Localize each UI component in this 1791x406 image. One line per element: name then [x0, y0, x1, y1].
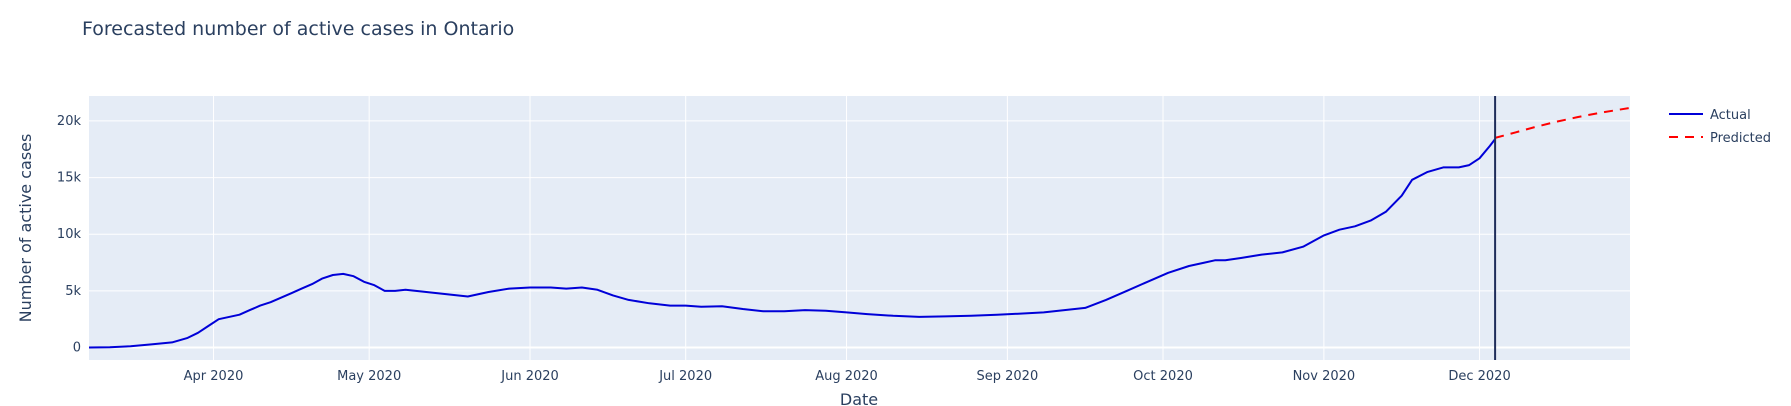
x-tick-label: Oct 2020: [1133, 369, 1193, 384]
y-tick-label: 15k: [57, 171, 82, 186]
y-tick-label: 0: [73, 341, 81, 356]
series-lines: [88, 106, 1631, 349]
x-tick-label: Jul 2020: [658, 369, 712, 384]
x-tick-label: Jun 2020: [500, 369, 559, 384]
series-line-actual: [88, 138, 1496, 349]
x-tick-label: Dec 2020: [1448, 369, 1510, 384]
y-tick-label: 5k: [65, 284, 81, 299]
x-tick-label: Aug 2020: [815, 369, 878, 384]
x-tick-label: Sep 2020: [977, 369, 1039, 384]
legend-item-predicted[interactable]: Predicted: [1669, 131, 1771, 146]
chart-title: Forecasted number of active cases in Ont…: [82, 18, 514, 40]
x-tick-label: Apr 2020: [184, 369, 244, 384]
x-tick-label: Nov 2020: [1293, 369, 1356, 384]
legend-label: Predicted: [1710, 131, 1771, 146]
x-axis-title: Date: [840, 390, 878, 406]
x-tick-label: May 2020: [337, 369, 401, 384]
y-tick-label: 20k: [57, 114, 82, 129]
legend-label: Actual: [1710, 108, 1751, 123]
legend[interactable]: Actual Predicted: [1669, 108, 1771, 146]
y-axis-title: Number of active cases: [16, 134, 35, 323]
plot-area: [89, 96, 1630, 360]
legend-item-actual[interactable]: Actual: [1669, 108, 1751, 123]
y-tick-label: 10k: [57, 227, 82, 242]
gridlines: [89, 96, 1630, 360]
y-axis-ticks: 0 5k 10k 15k 20k: [57, 114, 82, 356]
x-axis-ticks: Apr 2020 May 2020 Jun 2020 Jul 2020 Aug 2020…: [184, 369, 1511, 384]
